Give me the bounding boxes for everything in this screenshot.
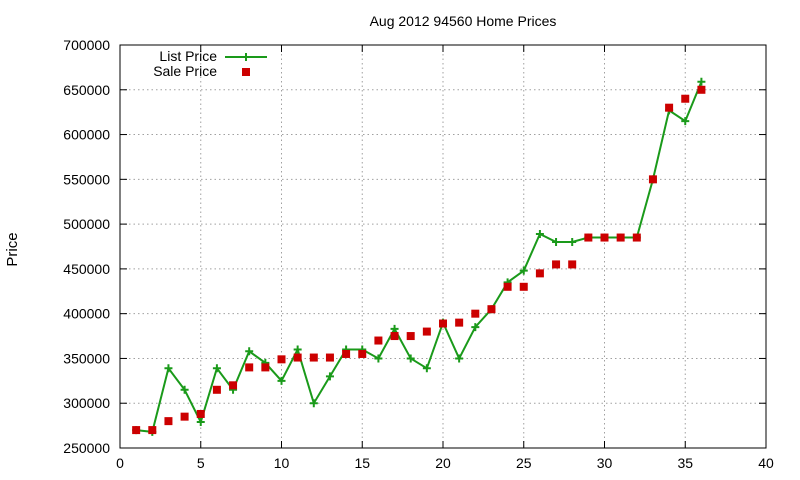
- list-price-point: [277, 376, 286, 385]
- list-price-line: [136, 81, 703, 433]
- list-price-point: [325, 372, 334, 381]
- sale-price-point: [309, 353, 318, 362]
- legend: List Price Sale Price: [153, 48, 267, 79]
- sale-price-point: [164, 417, 173, 426]
- list-price-point: [245, 347, 254, 356]
- sale-price-point: [552, 260, 561, 269]
- sale-price-point: [697, 85, 706, 94]
- list-price-point: [164, 364, 173, 373]
- sale-price-point: [245, 363, 254, 372]
- y-tick-label: 450000: [63, 261, 110, 277]
- sale-price-point: [342, 349, 351, 358]
- x-tick-label: 0: [116, 455, 124, 471]
- legend-label-list-price: List Price: [159, 48, 217, 64]
- sale-price-point: [616, 233, 625, 242]
- list-price-point: [390, 324, 399, 333]
- list-price-point: [406, 354, 415, 363]
- list-price-point: [535, 229, 544, 238]
- legend-label-sale-price: Sale Price: [153, 63, 217, 79]
- sale-price-point: [455, 318, 464, 327]
- sale-price-point: [632, 233, 641, 242]
- legend-marker-list-price: [242, 53, 250, 61]
- sale-price-point: [665, 103, 674, 112]
- sale-price-point: [132, 426, 141, 435]
- x-tick-label: 5: [197, 455, 205, 471]
- sale-price-point: [148, 426, 157, 435]
- list-price-point: [196, 418, 205, 427]
- sale-price-point: [584, 233, 593, 242]
- sale-price-point: [196, 409, 205, 418]
- list-price-point: [422, 364, 431, 373]
- sale-price-point: [390, 332, 399, 341]
- series-layer: [132, 77, 706, 436]
- list-price-point: [374, 354, 383, 363]
- sale-price-point: [600, 233, 609, 242]
- sale-price-point: [212, 385, 221, 394]
- list-price-point: [681, 117, 690, 126]
- x-tick-label: 20: [435, 455, 451, 471]
- sale-price-point: [503, 282, 512, 291]
- x-tick-label: 40: [758, 455, 774, 471]
- sale-price-point: [293, 353, 302, 362]
- y-tick-label: 550000: [63, 171, 110, 187]
- sale-price-point: [229, 381, 238, 390]
- y-tick-label: 700000: [63, 37, 110, 53]
- x-tick-label: 15: [354, 455, 370, 471]
- list-price-point: [180, 385, 189, 394]
- x-tick-label: 35: [677, 455, 693, 471]
- y-tick-label: 600000: [63, 127, 110, 143]
- list-price-point: [455, 354, 464, 363]
- y-tick-label: 250000: [63, 440, 110, 456]
- sale-price-point: [519, 282, 528, 291]
- sale-price-point: [439, 319, 447, 328]
- sale-price-point: [325, 353, 334, 362]
- list-price-point: [212, 364, 221, 373]
- list-price-point: [293, 345, 302, 354]
- x-tick-label: 25: [516, 455, 532, 471]
- sale-price-point: [180, 412, 189, 421]
- list-price-point: [309, 399, 318, 408]
- x-tick-label: 30: [597, 455, 613, 471]
- axis-ticks: 0 5 10 15 20 25 30 35 40 250000 300000 350000 400000…: [63, 37, 774, 471]
- sale-price-point: [422, 327, 431, 336]
- sale-price-point: [648, 175, 657, 184]
- y-tick-label: 300000: [63, 395, 110, 411]
- list-price-point: [471, 323, 480, 332]
- sale-price-point: [471, 309, 480, 318]
- chart-title: Aug 2012 94560 Home Prices: [370, 13, 557, 29]
- y-tick-label: 500000: [63, 216, 110, 232]
- list-price-point: [568, 238, 577, 247]
- sale-price-point: [277, 355, 286, 364]
- list-price-point: [697, 77, 706, 86]
- y-tick-label: 400000: [63, 306, 110, 322]
- y-tick-label: 350000: [63, 350, 110, 366]
- x-tick-label: 10: [274, 455, 290, 471]
- legend-marker-sale-price: [242, 68, 250, 76]
- sale-price-point: [358, 349, 367, 358]
- list-price-point: [519, 266, 528, 275]
- list-price-point: [552, 238, 561, 247]
- sale-price-point: [406, 332, 415, 341]
- sale-price-point: [374, 336, 383, 345]
- sale-price-point: [681, 94, 690, 103]
- sale-price-point: [568, 260, 577, 269]
- sale-price-point: [487, 305, 496, 314]
- sale-price-point: [535, 269, 544, 278]
- sale-price-point: [261, 363, 270, 372]
- y-tick-label: 650000: [63, 82, 110, 98]
- y-axis-title: Price: [4, 232, 21, 266]
